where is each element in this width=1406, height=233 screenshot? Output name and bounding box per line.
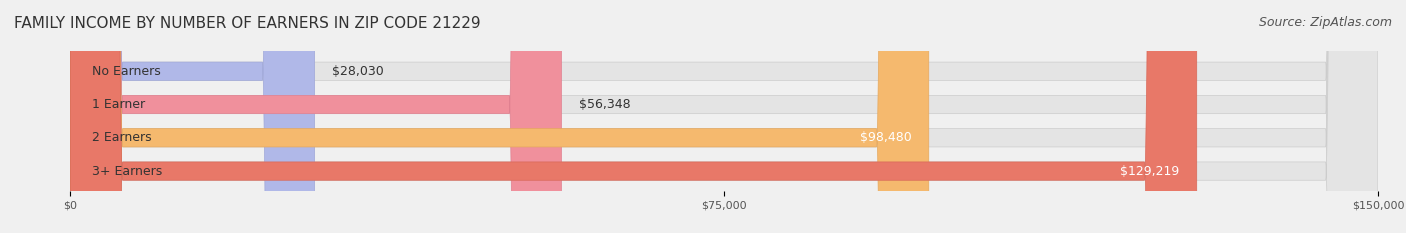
FancyBboxPatch shape <box>70 0 1378 233</box>
Text: $98,480: $98,480 <box>859 131 911 144</box>
Text: No Earners: No Earners <box>91 65 160 78</box>
Text: 1 Earner: 1 Earner <box>91 98 145 111</box>
FancyBboxPatch shape <box>70 0 929 233</box>
FancyBboxPatch shape <box>70 0 315 233</box>
Text: $56,348: $56,348 <box>579 98 630 111</box>
Text: FAMILY INCOME BY NUMBER OF EARNERS IN ZIP CODE 21229: FAMILY INCOME BY NUMBER OF EARNERS IN ZI… <box>14 16 481 31</box>
FancyBboxPatch shape <box>70 0 561 233</box>
Text: $28,030: $28,030 <box>332 65 384 78</box>
FancyBboxPatch shape <box>70 0 1378 233</box>
Text: Source: ZipAtlas.com: Source: ZipAtlas.com <box>1258 16 1392 29</box>
Text: $129,219: $129,219 <box>1121 164 1180 178</box>
FancyBboxPatch shape <box>70 0 1197 233</box>
FancyBboxPatch shape <box>70 0 1378 233</box>
Text: 3+ Earners: 3+ Earners <box>91 164 162 178</box>
Text: 2 Earners: 2 Earners <box>91 131 152 144</box>
FancyBboxPatch shape <box>70 0 1378 233</box>
